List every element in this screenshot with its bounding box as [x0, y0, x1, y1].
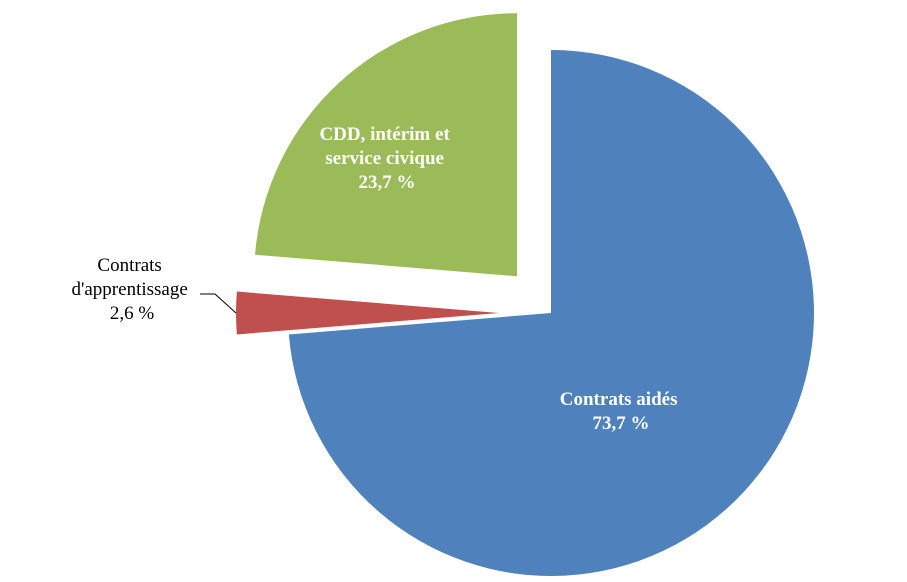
slice-label-apprentissage-line-1: Contrats: [97, 255, 161, 276]
slice-label-cdd-interim-line-1: CDD, intérim et: [319, 124, 450, 145]
slice-label-contrats-aides-line-1: Contrats aidés: [560, 389, 678, 410]
slice-label-cdd-interim-line-2: service civique: [325, 148, 444, 169]
slice-label-apprentissage-line-2: d'apprentissage: [71, 279, 187, 300]
slice-label-contrats-aides: Contrats aidés 73,7 %: [560, 389, 682, 434]
slice-value-contrats-aides: 73,7 %: [593, 413, 650, 434]
pie-slice-1: [236, 291, 499, 335]
pie-slices: [236, 13, 815, 576]
slice-value-apprentissage: 2,6 %: [110, 303, 155, 324]
pie-slice-0: [288, 50, 815, 576]
slice-value-cdd-interim: 23,7 %: [359, 172, 416, 193]
pie-slice-2: [254, 13, 518, 277]
slice-label-apprentissage: Contrats d'apprentissage 2,6 %: [71, 255, 192, 324]
leader-line-apprentissage: [200, 293, 237, 314]
slice-label-cdd-interim: CDD, intérim et service civique 23,7 %: [319, 124, 454, 193]
